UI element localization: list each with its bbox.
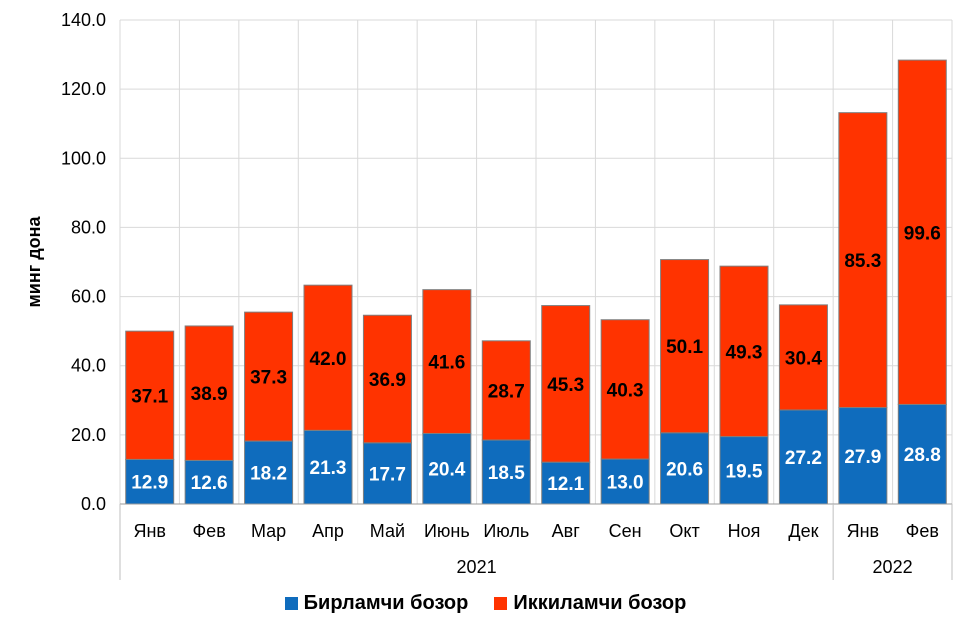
bars-layer	[125, 59, 947, 505]
data-label-secondary: 41.6	[428, 353, 465, 374]
bar-secondary	[184, 325, 234, 461]
y-axis-label: минг дона	[24, 215, 44, 307]
bar-secondary	[303, 284, 353, 431]
x-tick-label: Июнь	[424, 521, 470, 541]
data-label-secondary: 30.4	[785, 348, 822, 369]
bar-secondary	[778, 304, 828, 411]
data-label-primary: 19.5	[726, 461, 763, 482]
x-tick-label: Ноя	[728, 521, 761, 541]
bar-primary	[303, 429, 353, 505]
data-label-primary: 12.9	[131, 473, 168, 494]
bar-secondary	[719, 265, 769, 438]
data-label-secondary: 49.3	[726, 342, 763, 363]
data-label-primary: 27.2	[785, 448, 822, 469]
legend-label-primary: Бирламчи бозор	[303, 592, 469, 614]
legend-swatch-secondary	[494, 597, 508, 610]
bar-primary	[184, 459, 234, 505]
y-tick-label: 120.0	[61, 79, 106, 99]
bar-secondary	[481, 340, 531, 441]
y-tick-label: 100.0	[61, 148, 106, 168]
bar-secondary	[125, 330, 175, 460]
data-label-secondary: 40.3	[607, 380, 644, 401]
axis-layer: 0.0 20.0 40.0 60.0 80.0 100.0 120.0 140.0 Янв Фев…	[61, 10, 953, 580]
group-label: 2022	[873, 557, 913, 577]
x-tick-label: Фев	[906, 521, 939, 541]
bar-secondary	[660, 259, 710, 434]
data-label-primary: 20.4	[428, 460, 465, 481]
legend: Бирламчи бозор Иккиламчи бозор	[0, 592, 971, 615]
x-tick-label: Апр	[312, 521, 344, 541]
x-tick-label: Авг	[552, 521, 581, 541]
x-tick-label: Сен	[609, 521, 642, 541]
data-label-primary: 18.2	[250, 464, 287, 485]
bar-secondary	[422, 289, 472, 434]
data-label-primary: 12.1	[547, 474, 584, 495]
bar-secondary	[897, 59, 947, 405]
y-tick-label: 0.0	[81, 494, 106, 514]
data-label-primary: 18.5	[488, 463, 525, 484]
data-label-secondary: 38.9	[191, 384, 228, 405]
data-label-primary: 21.3	[310, 458, 347, 479]
y-tick-label: 40.0	[71, 356, 106, 376]
data-label-primary: 20.6	[666, 459, 703, 480]
x-tick-label: Мар	[251, 521, 286, 541]
data-label-secondary: 85.3	[844, 251, 881, 272]
data-label-secondary: 42.0	[310, 349, 347, 370]
data-label-secondary: 28.7	[488, 381, 525, 402]
bar-secondary	[600, 319, 650, 460]
data-label-secondary: 37.1	[131, 386, 168, 407]
x-tick-label: Окт	[669, 521, 699, 541]
bar-primary	[481, 439, 531, 505]
labels-layer: 12.9 37.1 12.6 38.9 18.2 37.3 21.3 42.0 17.7 36.9…	[131, 223, 941, 495]
legend-swatch-primary	[284, 597, 298, 610]
data-label-secondary: 36.9	[369, 370, 406, 391]
y-tick-label: 140.0	[61, 10, 106, 30]
x-tick-label: Янв	[133, 521, 166, 541]
legend-item-secondary: Иккиламчи бозор	[494, 592, 686, 615]
bar-primary	[838, 407, 888, 505]
group-label: 2021	[457, 557, 497, 577]
x-tick-label: Дек	[788, 521, 818, 541]
stacked-bar-chart: 12.9 37.1 12.6 38.9 18.2 37.3 21.3 42.0 17.7 36.9…	[24, 10, 953, 580]
bar-secondary	[362, 314, 412, 444]
bar-secondary	[541, 305, 591, 463]
data-label-primary: 27.9	[844, 447, 881, 468]
data-label-secondary: 50.1	[666, 337, 703, 358]
bar-primary	[362, 442, 412, 505]
y-tick-label: 80.0	[71, 217, 106, 237]
data-label-secondary: 45.3	[547, 375, 584, 396]
legend-label-secondary: Иккиламчи бозор	[513, 592, 687, 614]
bar-primary	[600, 458, 650, 505]
data-label-secondary: 37.3	[250, 368, 287, 389]
y-tick-label: 20.0	[71, 425, 106, 445]
x-tick-label: Июль	[483, 521, 529, 541]
data-label-primary: 12.6	[191, 473, 228, 494]
bar-primary	[897, 403, 947, 505]
y-tick-label: 60.0	[71, 287, 106, 307]
x-tick-label: Янв	[847, 521, 880, 541]
data-label-primary: 13.0	[607, 473, 644, 494]
data-label-primary: 17.7	[369, 464, 406, 485]
x-tick-label: Май	[370, 521, 405, 541]
bar-primary	[125, 458, 175, 505]
data-label-primary: 28.8	[904, 445, 941, 466]
grid-layer	[119, 19, 953, 505]
bar-primary	[660, 432, 710, 505]
bar-secondary	[244, 311, 294, 442]
x-tick-label: Фев	[193, 521, 226, 541]
data-label-secondary: 99.6	[904, 223, 941, 244]
bar-secondary	[838, 112, 888, 409]
legend-item-primary: Бирламчи бозор	[284, 592, 469, 615]
